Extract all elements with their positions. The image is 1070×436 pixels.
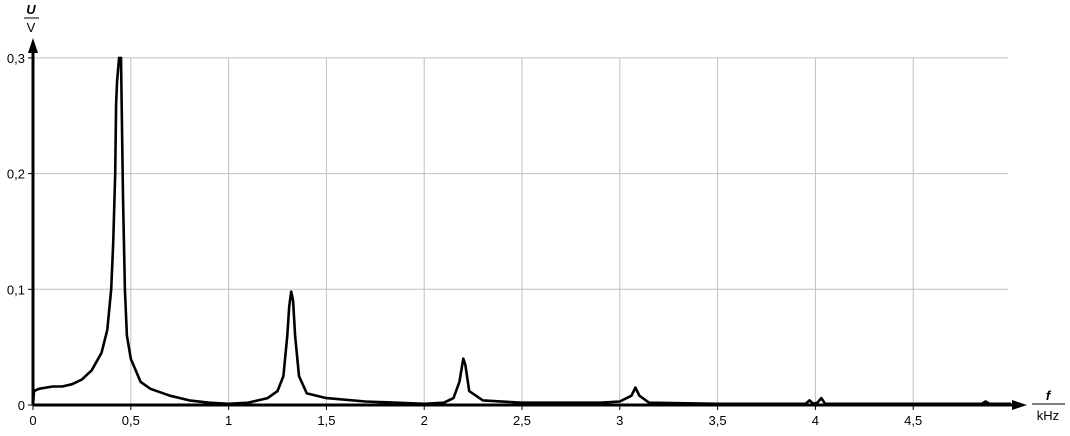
x-tick-label: 4 bbox=[812, 413, 819, 428]
y-tick-label: 0,2 bbox=[7, 167, 25, 182]
x-tick-label: 3 bbox=[616, 413, 623, 428]
x-tick-label: 0,5 bbox=[122, 413, 140, 428]
y-axis-unit: V bbox=[27, 20, 36, 35]
ticks: 0 0,5 1 1,5 2 2,5 3 3,5 4 4,5 0 0,1 0,2 0,3 bbox=[7, 51, 922, 428]
x-axis-label: f kHz bbox=[1032, 388, 1065, 423]
x-tick-label: 3,5 bbox=[709, 413, 727, 428]
y-tick-label: 0,3 bbox=[7, 51, 25, 66]
y-axis-arrow-icon bbox=[28, 38, 38, 53]
x-tick-label: 0 bbox=[29, 413, 36, 428]
series-line bbox=[31, 56, 1011, 406]
y-tick-label: 0 bbox=[18, 398, 25, 413]
y-axis-label: U V bbox=[24, 2, 39, 35]
grid bbox=[33, 57, 1008, 405]
x-tick-label: 2,5 bbox=[513, 413, 531, 428]
x-axis-arrow-icon bbox=[1012, 400, 1027, 410]
x-tick-label: 1,5 bbox=[317, 413, 335, 428]
x-tick-label: 4,5 bbox=[904, 413, 922, 428]
y-axis-symbol: U bbox=[26, 2, 36, 17]
x-axis-symbol: f bbox=[1046, 388, 1052, 403]
x-tick-label: 2 bbox=[421, 413, 428, 428]
x-tick-label: 1 bbox=[225, 413, 232, 428]
y-tick-label: 0,1 bbox=[7, 282, 25, 297]
x-axis-unit: kHz bbox=[1037, 408, 1059, 423]
